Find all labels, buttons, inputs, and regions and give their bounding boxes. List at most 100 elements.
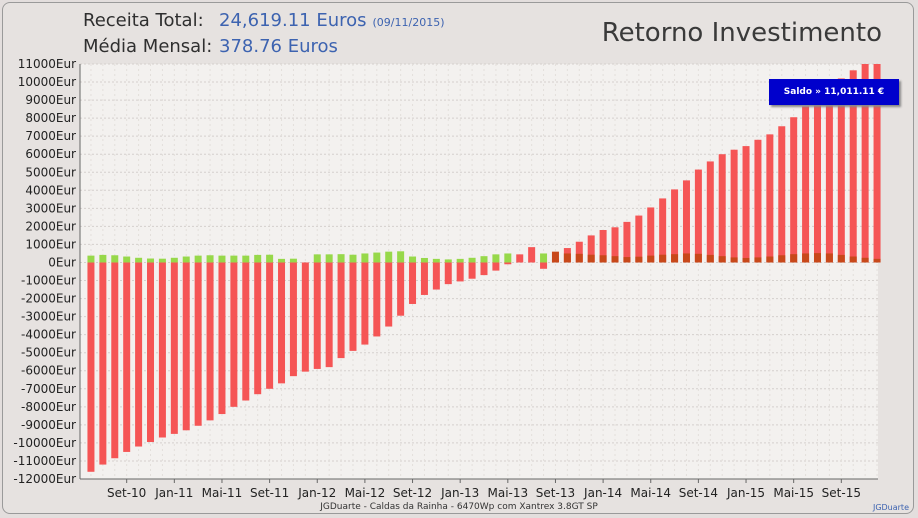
balance-bar bbox=[361, 262, 369, 345]
balance-bar bbox=[813, 96, 821, 263]
income-bar bbox=[385, 251, 393, 263]
x-tick-label: Jan-15 bbox=[726, 486, 765, 500]
balance-bar bbox=[337, 262, 345, 359]
balance-bar bbox=[861, 64, 869, 263]
x-tick-label: Jan-11 bbox=[154, 486, 193, 500]
income-bar bbox=[682, 253, 690, 263]
y-tick-label: 1000Eur bbox=[25, 237, 76, 251]
balance-bar bbox=[659, 198, 667, 263]
income-bar bbox=[349, 254, 357, 263]
income-bar bbox=[540, 253, 548, 263]
income-bar bbox=[742, 257, 750, 263]
balance-bar bbox=[611, 227, 619, 263]
x-tick-label: Jan-14 bbox=[583, 486, 622, 500]
balance-bar bbox=[718, 154, 726, 263]
income-bar bbox=[706, 254, 714, 263]
balance-bar bbox=[111, 262, 119, 459]
balance-bar bbox=[170, 262, 178, 434]
income-bar bbox=[492, 254, 500, 263]
balance-bar bbox=[790, 117, 798, 263]
income-bar bbox=[218, 255, 226, 263]
receita-label: Receita Total: bbox=[83, 10, 204, 31]
y-tick-label: 7000Eur bbox=[25, 129, 76, 143]
balance-bar bbox=[837, 78, 845, 263]
balance-bar bbox=[825, 87, 833, 263]
income-bar bbox=[409, 256, 417, 263]
income-bar bbox=[873, 258, 881, 263]
x-tick-label: Set-12 bbox=[393, 486, 432, 500]
x-tick-label: Mai-15 bbox=[773, 486, 814, 500]
y-tick-label: 2000Eur bbox=[25, 219, 76, 233]
income-bar bbox=[599, 255, 607, 263]
balance-bar bbox=[623, 221, 631, 263]
balance-bar bbox=[647, 207, 655, 263]
income-bar bbox=[242, 255, 250, 263]
balance-bar bbox=[349, 262, 357, 351]
income-bar bbox=[551, 251, 559, 263]
chart-title: Retorno Investimento bbox=[601, 18, 882, 48]
balance-bar bbox=[754, 139, 762, 263]
income-bar bbox=[432, 258, 440, 263]
balance-bar bbox=[158, 262, 166, 438]
balance-bar bbox=[325, 262, 333, 368]
y-tick-label: 0Eur bbox=[48, 255, 76, 269]
y-tick-label: -2000Eur bbox=[21, 292, 76, 306]
income-bar bbox=[587, 254, 595, 263]
income-bar bbox=[289, 258, 297, 263]
footer-text: JGDuarte - Caldas da Rainha - 6470Wp com… bbox=[320, 502, 598, 512]
income-bar bbox=[325, 254, 333, 263]
balance-bar bbox=[742, 146, 750, 263]
income-bar bbox=[802, 253, 810, 263]
y-tick-label: -11000Eur bbox=[13, 454, 76, 468]
balance-bar bbox=[147, 262, 155, 443]
y-tick-label: -12000Eur bbox=[13, 472, 76, 486]
y-tick-label: 9000Eur bbox=[25, 93, 76, 107]
balance-bar bbox=[456, 262, 464, 282]
income-bar bbox=[659, 254, 667, 263]
balance-bar bbox=[230, 262, 238, 407]
balance-bar bbox=[135, 262, 143, 447]
income-bar bbox=[825, 253, 833, 263]
balance-bar bbox=[682, 180, 690, 263]
balance-bar bbox=[373, 262, 381, 337]
media-value: 378.76 Euros bbox=[219, 36, 338, 57]
x-tick-label: Mai-14 bbox=[630, 486, 671, 500]
income-bar bbox=[849, 256, 857, 263]
balance-bar bbox=[802, 106, 810, 263]
income-bar bbox=[135, 257, 143, 263]
y-tick-label: -5000Eur bbox=[21, 346, 76, 360]
receita-value: 24,619.11 Euros bbox=[219, 10, 367, 31]
balance-bar bbox=[468, 262, 476, 279]
balance-bar bbox=[706, 161, 714, 263]
x-tick-label: Set-10 bbox=[107, 486, 146, 500]
balance-bar bbox=[313, 262, 321, 369]
income-bar bbox=[111, 255, 119, 263]
y-tick-label: -1000Eur bbox=[21, 274, 76, 288]
income-bar bbox=[206, 255, 214, 263]
balance-bar bbox=[730, 149, 738, 263]
x-tick-label: Jan-12 bbox=[297, 486, 336, 500]
income-bar bbox=[420, 257, 428, 263]
income-bar bbox=[170, 257, 178, 263]
income-bar bbox=[123, 256, 131, 263]
y-tick-label: 5000Eur bbox=[25, 165, 76, 179]
income-bar bbox=[337, 254, 345, 263]
income-bar bbox=[99, 254, 107, 263]
income-bar bbox=[278, 258, 286, 263]
income-bar bbox=[563, 253, 571, 263]
balance-bar bbox=[516, 254, 524, 263]
y-tick-label: 3000Eur bbox=[25, 201, 76, 215]
income-bar bbox=[635, 256, 643, 263]
income-bar bbox=[790, 254, 798, 263]
balance-bar bbox=[444, 262, 452, 285]
income-bar bbox=[230, 255, 238, 263]
balance-bar bbox=[766, 134, 774, 263]
income-bar bbox=[575, 253, 583, 263]
credit-link[interactable]: JGDuarte bbox=[872, 503, 909, 512]
balance-bar bbox=[575, 241, 583, 263]
y-tick-label: -6000Eur bbox=[21, 364, 76, 378]
y-tick-label: 11000Eur bbox=[18, 57, 76, 71]
x-tick-label: Jan-13 bbox=[440, 486, 479, 500]
x-tick-label: Set-11 bbox=[250, 486, 289, 500]
y-tick-label: -9000Eur bbox=[21, 418, 76, 432]
